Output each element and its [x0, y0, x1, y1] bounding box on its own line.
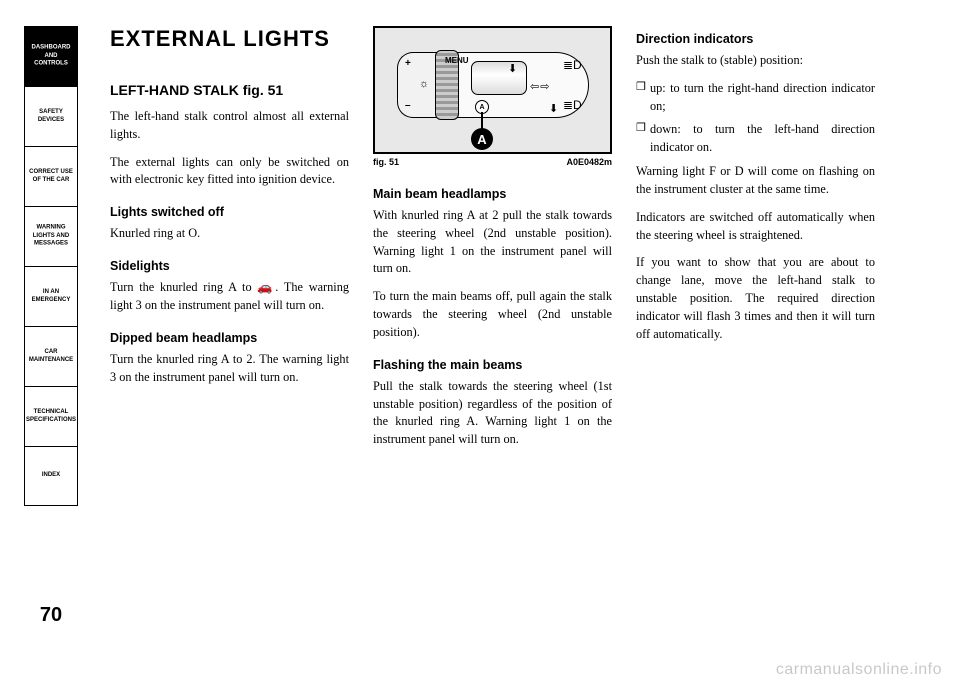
paragraph: With knurled ring A at 2 pull the stalk …	[373, 207, 612, 278]
high-beam-icon: ≣D	[563, 58, 582, 72]
arrow-down-icon: ⬇	[508, 62, 517, 75]
column-2: MENU + – ☼ A ≣D ≣D ⬇ ⬇ ⇦ ⇨ A fig. 51 A0E…	[373, 26, 612, 459]
tab-dashboard-and-controls[interactable]: DASHBOARDANDCONTROLS	[24, 26, 78, 86]
column-1: EXTERNAL LIGHTS LEFT-HAND STALK fig. 51 …	[110, 26, 349, 459]
tab-technical-specifications[interactable]: TECHNICALSPECIFICATIONS	[24, 386, 78, 446]
paragraph: The left-hand stalk control almost all e…	[110, 108, 349, 144]
tab-correct-use-of-the-car[interactable]: CORRECT USEOF THE CAR	[24, 146, 78, 206]
stalk-front-face	[397, 52, 435, 118]
column-3: Direction indicators Push the stalk to (…	[636, 26, 875, 459]
tab-index[interactable]: INDEX	[24, 446, 78, 506]
paragraph: Push the stalk to (stable) position:	[636, 52, 875, 70]
heading-dipped-beam-headlamps: Dipped beam headlamps	[110, 331, 349, 345]
section-tabs: DASHBOARDANDCONTROLS SAFETYDEVICES CORRE…	[24, 26, 78, 506]
manual-page: DASHBOARDANDCONTROLS SAFETYDEVICES CORRE…	[0, 0, 960, 689]
paragraph: Turn the knurled ring A to 2. The warnin…	[110, 351, 349, 387]
tab-car-maintenance[interactable]: CARMAINTENANCE	[24, 326, 78, 386]
arrow-down-icon: ⬇	[549, 102, 558, 115]
arrow-left-right-icon: ⇦ ⇨	[530, 80, 549, 93]
figure-51: MENU + – ☼ A ≣D ≣D ⬇ ⬇ ⇦ ⇨ A fig. 51 A0E…	[373, 26, 612, 177]
paragraph: Indicators are switched off automaticall…	[636, 209, 875, 245]
paragraph: Warning light F or D will come on flashi…	[636, 163, 875, 199]
list-item: up: to turn the right-hand direction ind…	[636, 80, 875, 116]
tab-label: DASHBOARDANDCONTROLS	[32, 45, 71, 69]
watermark: carmanualsonline.info	[776, 661, 942, 679]
heading-direction-indicators: Direction indicators	[636, 32, 875, 46]
tab-label: TECHNICALSPECIFICATIONS	[26, 409, 76, 425]
paragraph: To turn the main beams off, pull again t…	[373, 288, 612, 341]
brightness-icon: ☼	[419, 78, 429, 90]
tab-label: INDEX	[42, 472, 60, 480]
menu-label: MENU	[445, 56, 469, 65]
paragraph: Knurled ring at O.	[110, 225, 349, 243]
callout-badge-a: A	[471, 128, 493, 150]
minus-icon: –	[405, 100, 411, 111]
paragraph: Pull the stalk towards the steering whee…	[373, 378, 612, 449]
heading-main-beam-headlamps: Main beam headlamps	[373, 187, 612, 201]
tab-label: WARNINGLIGHTS ANDMESSAGES	[33, 225, 69, 249]
paragraph: Turn the knurled ring A to 🚗. The warnin…	[110, 279, 349, 315]
plus-icon: +	[405, 58, 411, 69]
figure-caption: fig. 51	[373, 157, 399, 167]
stalk-top-slot	[471, 61, 527, 95]
paragraph: If you want to show that you are about t…	[636, 254, 875, 343]
tab-label: IN ANEMERGENCY	[32, 289, 71, 305]
tab-safety-devices[interactable]: SAFETYDEVICES	[24, 86, 78, 146]
paragraph: The external lights can only be switched…	[110, 154, 349, 190]
tab-warning-lights-and-messages[interactable]: WARNINGLIGHTS ANDMESSAGES	[24, 206, 78, 266]
figure-code: A0E0482m	[566, 157, 612, 167]
heading-sidelights: Sidelights	[110, 259, 349, 273]
content-area: EXTERNAL LIGHTS LEFT-HAND STALK fig. 51 …	[110, 26, 875, 459]
tab-label: CORRECT USEOF THE CAR	[29, 169, 73, 185]
low-beam-icon: ≣D	[563, 98, 582, 112]
tab-label: SAFETYDEVICES	[38, 109, 64, 125]
figure-illustration: MENU + – ☼ A ≣D ≣D ⬇ ⬇ ⇦ ⇨ A	[373, 26, 612, 154]
heading-lights-switched-off: Lights switched off	[110, 205, 349, 219]
page-title: EXTERNAL LIGHTS	[110, 26, 349, 52]
tab-label: CARMAINTENANCE	[29, 349, 73, 365]
figure-caption-row: fig. 51 A0E0482m	[373, 157, 612, 167]
tab-in-an-emergency[interactable]: IN ANEMERGENCY	[24, 266, 78, 326]
heading-left-hand-stalk: LEFT-HAND STALK fig. 51	[110, 82, 349, 98]
list-item: down: to turn the left-hand direction in…	[636, 121, 875, 157]
page-number: 70	[24, 604, 78, 627]
heading-flashing-the-main-beams: Flashing the main beams	[373, 358, 612, 372]
